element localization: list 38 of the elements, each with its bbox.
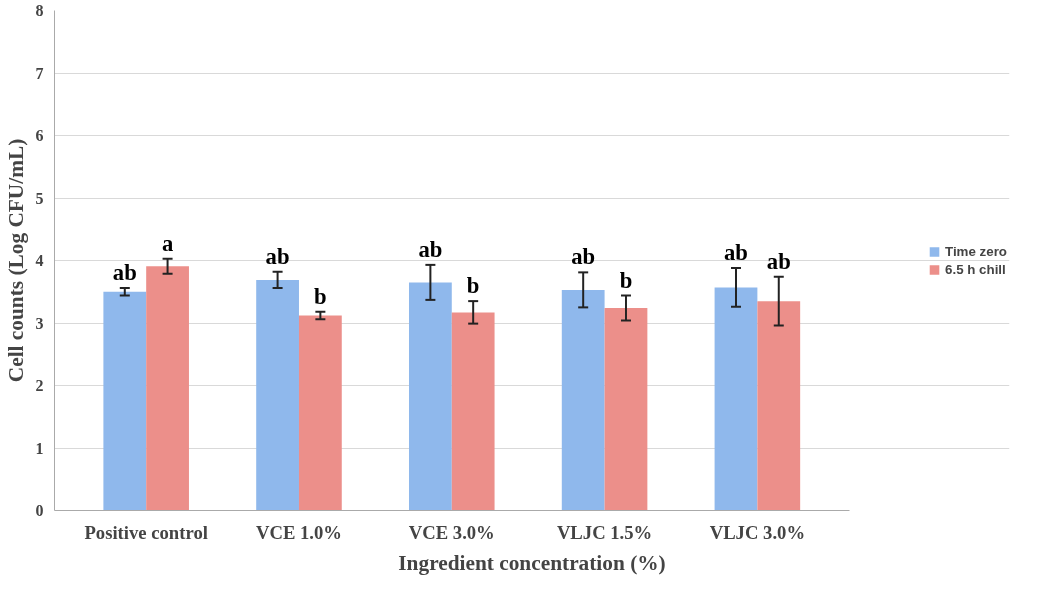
- x-axis-title: Ingredient concentration (%): [398, 550, 666, 575]
- bar: [561, 289, 605, 511]
- x-tick-label: VLJC 1.5%: [556, 521, 653, 543]
- bar: [146, 266, 189, 511]
- data-label: ab: [766, 248, 791, 274]
- bar: [451, 312, 495, 511]
- x-tick-label: VCE 3.0%: [408, 521, 495, 543]
- bar: [714, 287, 758, 511]
- legend-label: Time zero: [945, 243, 1007, 259]
- data-label: b: [619, 267, 633, 293]
- bar: [298, 315, 342, 511]
- x-tick-label: Positive control: [84, 521, 208, 543]
- data-label: a: [161, 230, 174, 256]
- y-tick-label: 0: [35, 502, 44, 519]
- bar: [604, 308, 648, 511]
- data-label: ab: [265, 243, 290, 269]
- bar: [409, 282, 452, 511]
- y-tick-label: 3: [35, 314, 44, 332]
- y-tick-label: 4: [35, 252, 44, 269]
- data-label: ab: [724, 240, 748, 265]
- data-label: ab: [418, 236, 443, 262]
- y-tick-label: 2: [35, 377, 44, 394]
- data-label: ab: [571, 244, 596, 270]
- data-label: ab: [112, 260, 137, 285]
- y-tick-label: 6: [35, 127, 44, 144]
- x-tick-label: VCE 1.0%: [255, 521, 342, 543]
- y-tick-label: 7: [35, 64, 44, 82]
- legend-label: 6.5 h chill: [945, 261, 1006, 277]
- y-tick-label: 8: [35, 2, 44, 19]
- bar: [103, 291, 147, 511]
- bar: [757, 301, 801, 511]
- x-tick-label: VLJC 3.0%: [709, 521, 806, 543]
- data-label: b: [466, 273, 480, 299]
- y-tick-label: 5: [35, 189, 44, 207]
- data-label: b: [314, 283, 327, 309]
- y-tick-label: 1: [35, 439, 44, 457]
- y-axis-title: Cell counts (Log CFU/mL): [3, 138, 28, 383]
- bar: [256, 279, 299, 511]
